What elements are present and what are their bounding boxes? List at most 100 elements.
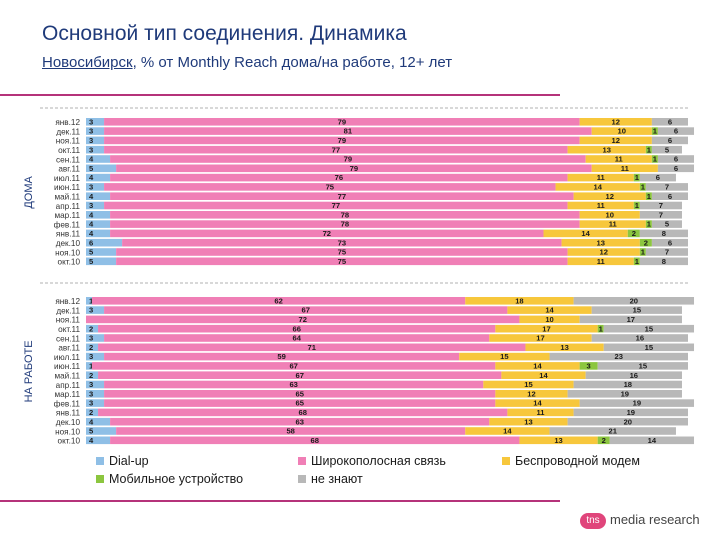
- data-label: 76: [335, 173, 343, 182]
- bar-segment-wireless: [507, 408, 574, 417]
- bar-segment-broadband: [104, 145, 568, 154]
- data-label: 1: [635, 173, 640, 182]
- data-label: 14: [503, 427, 512, 436]
- data-label: 12: [612, 117, 620, 126]
- bar-segment-broadband: [104, 201, 568, 210]
- data-label: 7: [659, 210, 663, 219]
- bar-segment-dialup: [86, 380, 105, 389]
- legend-swatch-broadband: [298, 457, 306, 465]
- bar-segment-dialup: [86, 145, 105, 154]
- bar-segment-dialup: [86, 362, 93, 370]
- bar-segment-wireless: [579, 211, 640, 219]
- data-label: 11: [609, 220, 618, 229]
- data-label: 6: [674, 164, 678, 173]
- data-label: 10: [545, 315, 553, 324]
- data-label: 17: [542, 324, 550, 333]
- bar-segment-mobile: [645, 145, 652, 154]
- data-label: 68: [311, 436, 319, 445]
- bar-segment-wireless: [495, 390, 568, 398]
- tns-logo: tns: [580, 512, 606, 529]
- bar-segment-broadband: [104, 118, 580, 126]
- bar-segment-broadband: [86, 315, 520, 324]
- bar-segment-wireless: [495, 399, 580, 407]
- data-label: 2: [89, 371, 93, 380]
- bar-segment-wireless: [543, 229, 628, 238]
- data-label: 62: [274, 296, 282, 305]
- bar-segment-mobile: [651, 127, 658, 135]
- data-label: 20: [630, 296, 638, 305]
- bar-segment-mobile: [627, 229, 640, 238]
- bar-segment-broadband: [104, 183, 556, 191]
- bar-segment-mobile: [645, 192, 652, 200]
- bar-segment-dontknow: [591, 334, 688, 342]
- bar-segment-dontknow: [657, 164, 695, 173]
- bar-segment-wireless: [525, 343, 604, 352]
- bar-segment-mobile: [579, 362, 598, 370]
- row-label: фев.11: [54, 399, 81, 408]
- bar-segment-dialup: [86, 427, 117, 435]
- bar-segment-wireless: [495, 324, 598, 333]
- data-label: 13: [560, 343, 568, 352]
- bar-segment-wireless: [507, 306, 592, 314]
- data-label: 3: [89, 145, 93, 154]
- data-label: 1: [599, 324, 604, 333]
- data-label: 2: [644, 238, 648, 247]
- bar-segment-wireless: [567, 257, 634, 266]
- data-label: 20: [624, 417, 632, 426]
- data-label: 6: [656, 173, 660, 182]
- legend-label-broadband: Широкополосная связь: [311, 454, 446, 468]
- data-label: 15: [639, 362, 648, 371]
- bar-segment-dontknow: [639, 201, 682, 210]
- bar-segment-dontknow: [645, 183, 688, 191]
- bar-segment-broadband: [110, 211, 580, 219]
- data-label: 3: [89, 352, 93, 361]
- data-label: 12: [606, 192, 614, 201]
- data-label: 72: [298, 315, 306, 324]
- legend-label-wireless: Беспроводной модем: [515, 454, 640, 468]
- top-divider: [0, 94, 560, 96]
- row-label: авг.11: [58, 344, 80, 353]
- row-label: авг.11: [58, 165, 80, 174]
- bar-segment-dialup: [86, 371, 99, 379]
- bar-segment-dialup: [86, 118, 105, 126]
- bottom-divider: [0, 500, 560, 502]
- bar-segment-broadband: [98, 324, 496, 333]
- bar-segment-wireless: [579, 220, 646, 228]
- data-label: 78: [341, 210, 349, 219]
- data-label: 11: [621, 164, 630, 173]
- bar-segment-dontknow: [639, 257, 688, 266]
- data-label: 3: [89, 399, 93, 408]
- data-label: 1: [647, 145, 652, 154]
- bar-segment-dontknow: [573, 297, 695, 305]
- data-label: 79: [344, 155, 352, 164]
- data-label: 79: [350, 164, 358, 173]
- bar-segment-mobile: [645, 220, 652, 228]
- data-label: 67: [289, 362, 297, 371]
- bar-segment-broadband: [110, 173, 568, 182]
- bar-segment-dialup: [86, 248, 117, 256]
- bar-segment-dontknow: [573, 408, 688, 417]
- legend-label-dialup: Dial-up: [109, 454, 149, 468]
- row-label: июл.11: [54, 174, 81, 183]
- data-label: 15: [633, 306, 642, 315]
- bar-segment-mobile: [639, 238, 652, 247]
- row-label: мар.11: [54, 390, 80, 399]
- data-label: 12: [612, 136, 620, 145]
- data-label: 7: [665, 183, 669, 192]
- bar-segment-wireless: [483, 380, 574, 389]
- data-label: 19: [627, 408, 635, 417]
- bar-segment-broadband: [110, 155, 586, 163]
- bar-segment-wireless: [567, 248, 640, 256]
- data-label: 2: [89, 408, 93, 417]
- bar-segment-dontknow: [645, 248, 688, 256]
- row-label: сен.11: [56, 334, 80, 343]
- row-label: дек.11: [56, 127, 80, 136]
- data-label: 10: [618, 127, 626, 136]
- data-label: 15: [500, 352, 509, 361]
- row-label: ноя.11: [56, 137, 81, 146]
- data-label: 6: [674, 127, 678, 136]
- data-label: 67: [302, 306, 310, 315]
- data-label: 4: [89, 192, 94, 201]
- bar-segment-dontknow: [609, 436, 695, 445]
- row-label: апр.11: [56, 381, 81, 390]
